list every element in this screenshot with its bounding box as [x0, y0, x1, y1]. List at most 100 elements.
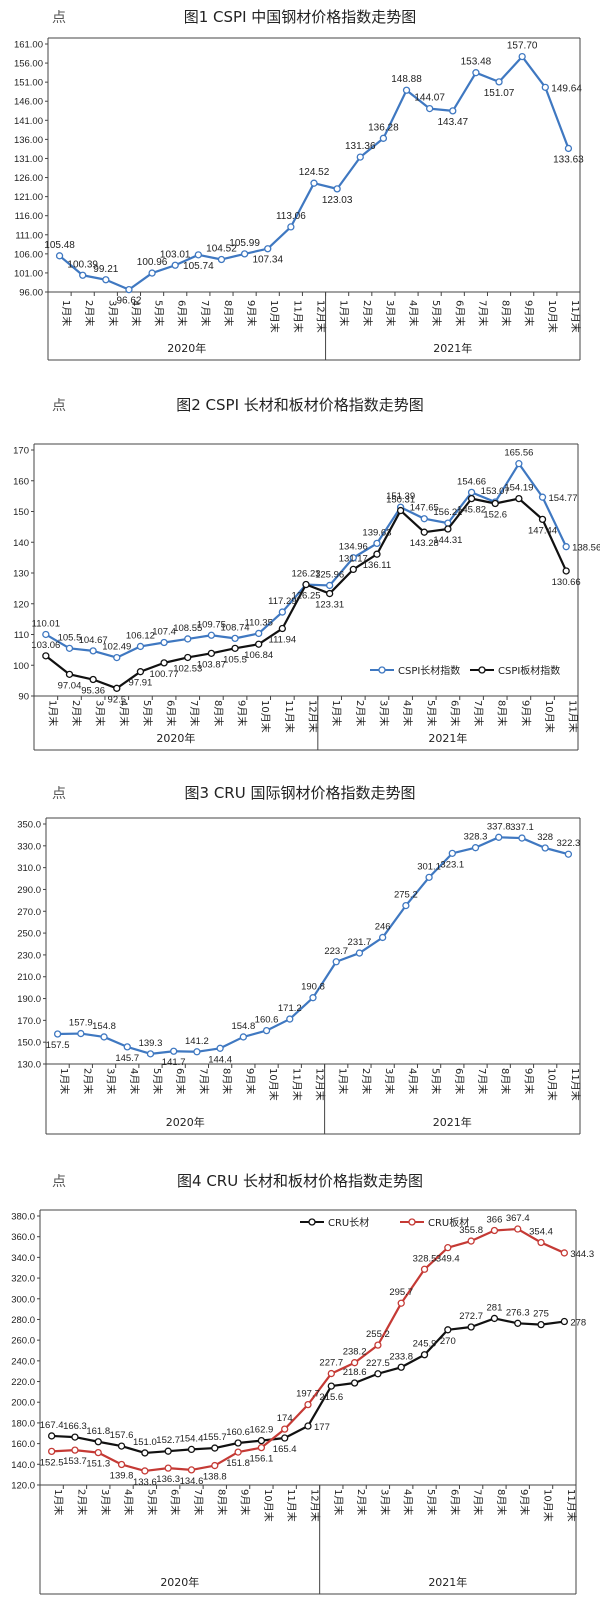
data-point — [420, 1265, 429, 1273]
data-point — [420, 1351, 429, 1359]
data-label: 144.4 — [208, 1054, 232, 1065]
data-point — [332, 958, 340, 966]
data-label: 143.28 — [410, 538, 439, 549]
data-point — [304, 1400, 312, 1409]
data-label: 100.39 — [67, 259, 98, 270]
data-label: 147.65 — [410, 503, 439, 514]
data-label: 171.2 — [278, 1003, 302, 1014]
data-point — [53, 1030, 62, 1038]
data-label: 149.64 — [551, 83, 582, 94]
x-tick-label: 7月末 — [472, 1489, 485, 1515]
data-label: 108.55 — [173, 623, 202, 634]
data-label: 145.82 — [457, 505, 486, 516]
data-label: 102.49 — [102, 642, 131, 653]
y-tick-label: 90 — [18, 692, 29, 703]
x-tick-label: 3月末 — [377, 700, 390, 726]
group-label: 2020年 — [166, 1115, 205, 1129]
group-label: 2021年 — [433, 1115, 472, 1129]
data-label: 123.31 — [315, 600, 344, 611]
x-tick-label: 8月末 — [500, 300, 513, 326]
y-tick-label: 146.00 — [14, 97, 43, 108]
y-tick-label: 160 — [13, 476, 29, 487]
data-point — [495, 833, 503, 841]
data-label: 154.8 — [231, 1021, 255, 1032]
data-label: 102.53 — [173, 663, 202, 674]
x-tick-label: 1月末 — [337, 1068, 350, 1094]
data-point — [349, 554, 357, 562]
x-tick-label: 8月末 — [496, 700, 509, 726]
y-tick-label: 260.0 — [11, 1336, 35, 1347]
data-point — [55, 252, 64, 260]
data-label: 218.6 — [343, 1367, 367, 1378]
data-point — [71, 1433, 79, 1441]
data-label: 96.62 — [116, 296, 141, 307]
data-label: 295.7 — [389, 1287, 413, 1298]
data-point — [113, 653, 121, 662]
data-label: 123.03 — [322, 195, 353, 206]
data-label: 134.96 — [339, 542, 368, 553]
data-label: 344.3 — [570, 1249, 594, 1260]
x-tick-label: 7月末 — [476, 300, 489, 326]
data-point — [379, 134, 388, 142]
x-tick-label: 7月末 — [192, 1489, 205, 1515]
y-tick-label: 141.00 — [14, 116, 43, 127]
x-tick-label: 11月末 — [283, 700, 296, 733]
data-label: 147.44 — [528, 525, 557, 536]
data-point — [560, 1249, 568, 1257]
y-tick-label: 100 — [13, 661, 29, 672]
x-tick-label: 10月末 — [546, 1068, 559, 1101]
y-tick-label: 110 — [14, 630, 29, 641]
x-tick-label: 3月末 — [99, 1489, 112, 1515]
legend-label: CRU板材 — [428, 1216, 469, 1229]
data-point — [374, 1341, 382, 1349]
data-point — [136, 668, 145, 676]
data-point — [304, 1422, 312, 1430]
data-point — [278, 624, 286, 633]
data-label: 276.3 — [506, 1307, 530, 1318]
data-point — [467, 1323, 475, 1331]
data-point — [444, 1326, 452, 1334]
data-label: 111.94 — [269, 635, 297, 646]
data-point — [100, 1033, 108, 1041]
y-tick-label: 106.00 — [14, 249, 43, 260]
unit-label: 点 — [52, 398, 66, 414]
data-point — [426, 104, 434, 113]
data-label: 153.48 — [461, 57, 492, 68]
x-tick-label: 6月末 — [453, 1068, 466, 1094]
chart-title: 图3 CRU 国际钢材价格指数走势图 — [185, 784, 416, 802]
data-point — [207, 631, 216, 639]
group-label: 2020年 — [167, 341, 206, 355]
data-label: 131.17 — [339, 553, 368, 564]
chart-title: 图1 CSPI 中国钢材价格指数走势图 — [184, 8, 417, 26]
y-tick-label: 360.0 — [11, 1232, 35, 1243]
data-point — [89, 647, 97, 655]
data-label: 166.3 — [63, 1421, 87, 1432]
chart-title: 图2 CSPI 长材和板材价格指数走势图 — [176, 396, 424, 414]
data-point — [356, 153, 364, 161]
x-tick-label: 1月末 — [46, 700, 59, 726]
data-point — [537, 1238, 545, 1247]
data-point — [141, 1449, 149, 1457]
group-label: 2021年 — [433, 341, 472, 355]
x-tick-label: 4月末 — [117, 700, 130, 726]
data-label: 337.1 — [510, 822, 534, 833]
y-tick-label: 121.00 — [14, 192, 43, 203]
data-label: 107.34 — [252, 255, 283, 266]
y-tick-label: 140 — [13, 538, 29, 549]
y-tick-label: 131.00 — [14, 154, 43, 165]
data-point — [355, 949, 364, 957]
data-label: 165.4 — [273, 1444, 297, 1455]
data-label: 141.7 — [162, 1057, 186, 1068]
data-point — [538, 493, 547, 501]
unit-label: 点 — [52, 786, 66, 802]
data-point — [444, 1244, 452, 1252]
y-tick-label: 130 — [13, 569, 29, 580]
data-point — [374, 1370, 382, 1378]
data-point — [326, 589, 334, 598]
data-point — [187, 1445, 196, 1454]
x-tick-label: 4月末 — [401, 700, 414, 726]
y-tick-label: 300.0 — [11, 1294, 35, 1305]
y-tick-label: 230.0 — [17, 950, 41, 961]
data-label: 160.6 — [255, 1015, 279, 1026]
chart-cspi-china-steel: 点 图1 CSPI 中国钢材价格指数走势图 96.00 101.00 106.00 111… — [14, 8, 584, 361]
